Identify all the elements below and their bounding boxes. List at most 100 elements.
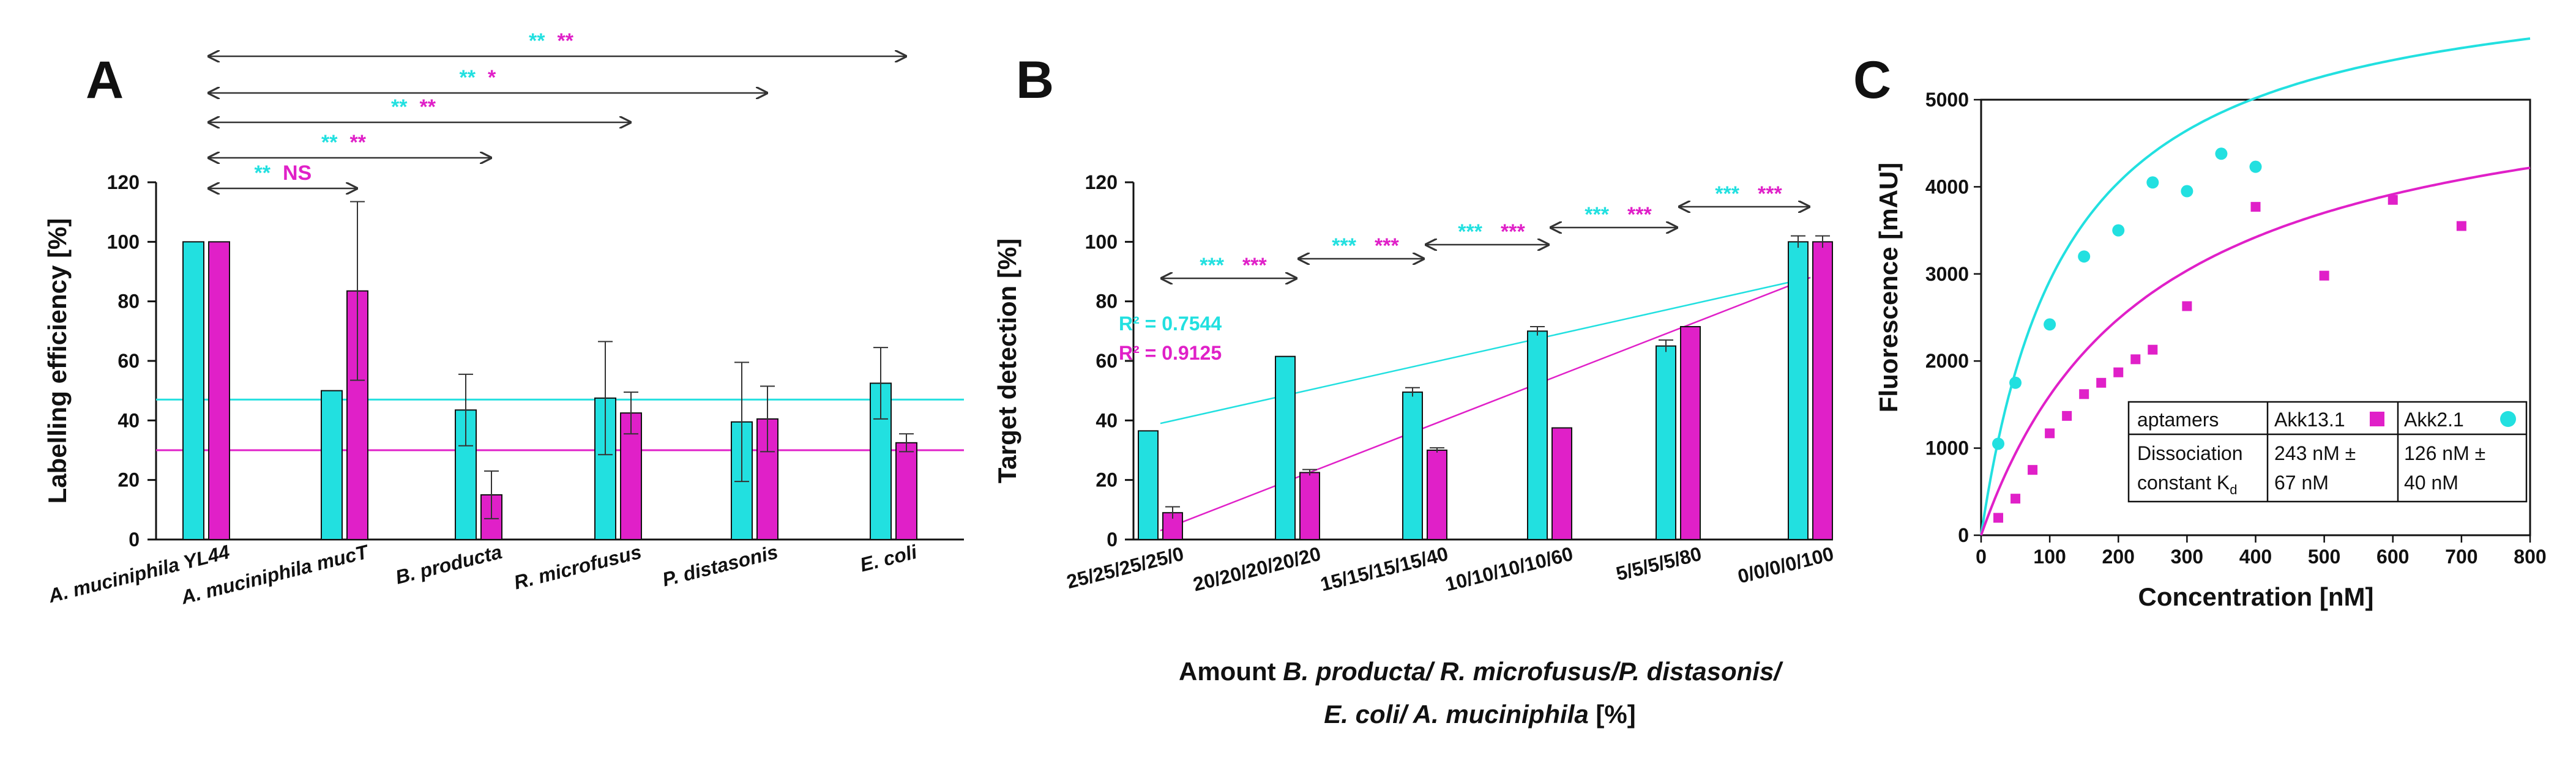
panel-b-significance: *** *** *** *** *** *** *** *** *** *** [1162, 182, 1809, 278]
ytick-label: 1000 [1925, 437, 1969, 459]
bar-cyan-3 [1527, 330, 1548, 540]
fit-curve-magenta [1980, 166, 2531, 536]
point-magenta-0 [1993, 513, 2004, 523]
panel-b-letter: B [1016, 51, 1054, 109]
ytick-label: 0 [1107, 528, 1118, 551]
point-magenta-11 [2250, 202, 2261, 212]
ytick-label: 120 [1085, 171, 1118, 193]
ytick-label: 100 [107, 231, 140, 253]
category-label-a-4: P. distasonis [660, 541, 780, 591]
kd-table-akk2-value-2: 40 nM [2404, 472, 2458, 494]
point-magenta-12 [2319, 270, 2329, 281]
significance-right-b-3: *** [1627, 203, 1652, 226]
bar-magenta-5 [895, 442, 917, 540]
kd-table-akk13-value-1: 243 nM ± [2274, 442, 2356, 464]
ytick-label: 40 [118, 409, 140, 431]
kd-table-akk2-head: Akk2.1 [2404, 409, 2464, 431]
point-cyan-6 [2181, 185, 2193, 198]
xtick-label: 600 [2376, 546, 2409, 568]
category-label-b-2: 15/15/15/15/40 [1318, 543, 1450, 596]
kd-table-magenta-square-marker [2370, 412, 2384, 426]
ytick-label: 120 [107, 171, 140, 193]
panel-b-categories: 25/25/25/25/0 20/20/20/20/2015/15/15/15/4… [1064, 543, 1836, 596]
bar-cyan-1 [321, 390, 343, 541]
kd-table-row-label-2-main: constant K [2137, 472, 2230, 494]
panel-b-xlabel-organisms-2: E. coli/ A. muciniphila [1324, 700, 1589, 729]
point-magenta-14 [2456, 221, 2466, 231]
panel-b-xlabel-suffix: [%] [1589, 700, 1636, 729]
panel-b-axes [1132, 182, 1833, 541]
xtick-label: 800 [2514, 546, 2546, 568]
point-magenta-7 [2113, 367, 2124, 377]
panel-b-xlabel-line1: Amount B. producta/ R. microfusus/P. dis… [1179, 657, 1783, 686]
panel-a-letter: A [86, 51, 124, 109]
point-cyan-4 [2112, 224, 2125, 237]
point-magenta-3 [2045, 428, 2055, 439]
xtick-label: 0 [1976, 546, 1987, 568]
xtick-label: 100 [2033, 546, 2066, 568]
kd-table-akk2-value-1: 126 nM ± [2404, 442, 2485, 464]
ytick-label: 60 [118, 350, 140, 372]
panel-c-fit-curves [1980, 37, 2531, 536]
panel-c-ticks: 0 100 200 300 400 500 600 700 800 0 1000 2000 3000 40… [1925, 89, 2547, 568]
panel-a-ylabel: Labelling efficiency [%] [43, 218, 72, 504]
panel-a-reference-lines [156, 398, 964, 451]
ytick-label: 5000 [1925, 89, 1969, 111]
bar-magenta-3 [1551, 427, 1572, 540]
point-magenta-10 [2182, 301, 2192, 311]
ytick-label: 3000 [1925, 263, 1969, 285]
bar-cyan-0 [182, 241, 204, 540]
ytick-label: 4000 [1925, 176, 1969, 198]
trendline-magenta [1160, 276, 1811, 532]
significance-right-b-0: *** [1242, 254, 1267, 277]
category-label-b-4: 5/5/5/5/80 [1614, 543, 1704, 585]
panel-c-letter: C [1853, 51, 1891, 109]
panel-b-bars [1138, 235, 1833, 541]
bar-cyan-1 [1275, 355, 1296, 540]
bar-magenta-1 [346, 290, 368, 540]
significance-left-a-0: ** [255, 161, 271, 185]
significance-left-a-2: ** [391, 95, 408, 119]
xtick-label: 700 [2445, 546, 2477, 568]
bar-magenta-0 [208, 241, 230, 540]
significance-left-b-4: *** [1715, 182, 1739, 206]
fit-curve-cyan [1980, 37, 2531, 536]
panel-b-ylabel: Target detection [%] [993, 239, 1021, 484]
ytick-label: 20 [1096, 469, 1118, 491]
panel-b-xlabel-prefix: Amount [1179, 657, 1283, 686]
category-label-b-0: 25/25/25/25/0 [1064, 543, 1186, 593]
bar-magenta-1 [1299, 472, 1320, 540]
significance-left-b-0: *** [1200, 254, 1224, 277]
panel-b-r2-magenta: R² = 0.9125 [1119, 342, 1222, 364]
point-magenta-13 [2387, 195, 2398, 205]
significance-right-a-4: ** [558, 29, 574, 53]
point-magenta-4 [2062, 410, 2072, 421]
bar-magenta-5 [1812, 241, 1833, 540]
ytick-label: 40 [1096, 409, 1118, 431]
point-cyan-1 [2009, 376, 2022, 389]
bar-cyan-4 [1656, 345, 1676, 541]
significance-right-b-4: *** [1758, 182, 1782, 206]
significance-left-b-1: *** [1332, 234, 1356, 258]
category-label-a-5: E. coli [858, 541, 920, 576]
kd-table-row-label-1: Dissociation [2137, 442, 2243, 464]
xtick-label: 300 [2171, 546, 2203, 568]
panel-a-yticks: 0 20 40 60 80 100 120 [107, 171, 156, 551]
point-magenta-1 [2010, 494, 2021, 504]
category-label-b-1: 20/20/20/20/20 [1191, 543, 1323, 596]
ytick-label: 0 [129, 528, 140, 551]
trendline-cyan [1160, 276, 1811, 425]
panel-b-trendlines [1160, 276, 1811, 532]
bar-magenta-2 [1427, 450, 1447, 540]
panel-a-bars [182, 201, 917, 541]
significance-right-a-2: ** [420, 95, 436, 119]
point-cyan-7 [2215, 147, 2228, 160]
panel-b-xlabel-organisms: B. producta/ R. microfusus/P. distasonis… [1283, 657, 1783, 686]
kd-table-header: aptamers [2137, 409, 2219, 431]
significance-right-a-1: ** [350, 131, 367, 154]
significance-left-b-3: *** [1585, 203, 1609, 226]
significance-left-a-4: ** [529, 29, 545, 53]
panel-c-xlabel: Concentration [nM] [2138, 582, 2374, 611]
